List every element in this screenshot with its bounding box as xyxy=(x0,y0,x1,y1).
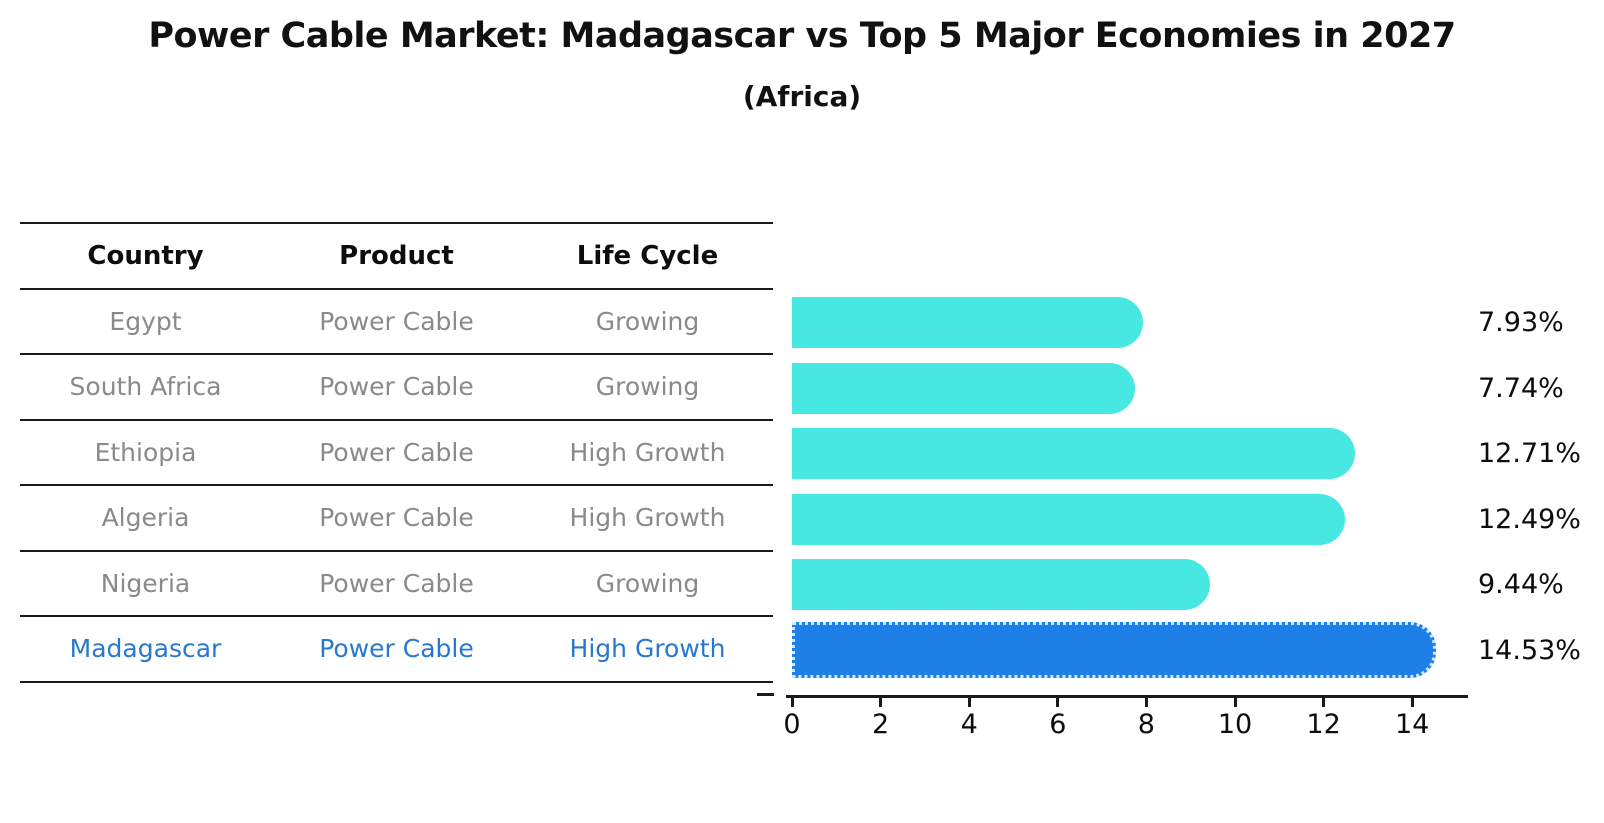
column-header-product: Product xyxy=(339,240,454,271)
chart-subtitle: (Africa) xyxy=(742,80,862,113)
table-header-row: Country Product Life Cycle xyxy=(20,224,773,290)
bar-ethiopia xyxy=(792,428,1356,480)
cell-life-cycle: Growing xyxy=(595,306,700,336)
x-axis-tick-label: 14 xyxy=(1395,709,1430,740)
table-row: Algeria Power Cable High Growth xyxy=(20,486,773,552)
bar-south-africa xyxy=(792,362,1135,414)
bar-value-label: 12.71% xyxy=(1478,438,1581,470)
x-axis-tick-label: 4 xyxy=(960,709,978,740)
bar-value-label: 9.44% xyxy=(1478,569,1564,601)
bar-madagascar-highlighted xyxy=(792,622,1436,679)
y-axis-edge-tick xyxy=(757,693,774,696)
x-axis-tick xyxy=(1410,698,1414,707)
bar-value-label: 7.93% xyxy=(1478,307,1564,339)
bar-row xyxy=(786,618,1468,684)
cell-product: Power Cable xyxy=(319,503,474,533)
x-axis-tick xyxy=(1144,698,1148,707)
column-header-country: Country xyxy=(87,240,204,271)
cell-life-cycle: Growing xyxy=(595,372,700,402)
cell-product: Power Cable xyxy=(319,568,474,598)
table-row: Nigeria Power Cable Growing xyxy=(20,552,773,617)
cell-country: Algeria xyxy=(101,503,190,533)
bar-nigeria xyxy=(792,559,1211,611)
bar-row xyxy=(786,552,1468,618)
x-axis-tick xyxy=(967,698,971,707)
bar-egypt xyxy=(792,297,1144,349)
cell-life-cycle: High Growth xyxy=(569,437,726,467)
column-header-life-cycle: Life Cycle xyxy=(576,240,719,271)
x-axis-tick-label: 12 xyxy=(1306,709,1341,740)
x-axis-tick xyxy=(879,698,883,707)
country-table: Country Product Life Cycle Egypt Power C… xyxy=(20,222,773,683)
cell-life-cycle: High Growth xyxy=(569,634,726,664)
bar-value-label: 7.74% xyxy=(1478,372,1564,404)
cell-country: Ethiopia xyxy=(94,437,197,467)
cell-country: Egypt xyxy=(109,306,182,336)
cell-product: Power Cable xyxy=(319,437,474,467)
x-axis-line xyxy=(786,695,1468,698)
cell-country: South Africa xyxy=(69,372,222,402)
bar-algeria xyxy=(792,493,1346,545)
cell-product: Power Cable xyxy=(319,372,474,402)
chart-title: Power Cable Market: Madagascar vs Top 5 … xyxy=(148,16,1456,56)
table-row: Ethiopia Power Cable High Growth xyxy=(20,421,773,486)
cell-country: Madagascar xyxy=(69,634,222,664)
bar-value-label: 12.49% xyxy=(1478,503,1581,535)
x-axis-tick xyxy=(1233,698,1237,707)
x-axis-tick-label: 6 xyxy=(1049,709,1067,740)
cell-life-cycle: High Growth xyxy=(569,503,726,533)
cell-product: Power Cable xyxy=(319,634,474,664)
bar-row xyxy=(786,421,1468,487)
bar-value-label: 14.53% xyxy=(1478,634,1581,666)
x-axis-tick xyxy=(790,698,794,707)
x-axis-tick-label: 0 xyxy=(783,709,801,740)
cell-product: Power Cable xyxy=(319,306,474,336)
cell-country: Nigeria xyxy=(100,568,191,598)
cell-life-cycle: Growing xyxy=(595,568,700,598)
table-row: Egypt Power Cable Growing xyxy=(20,290,773,355)
x-axis-tick-label: 2 xyxy=(872,709,890,740)
bar-plot-area xyxy=(786,290,1468,683)
x-axis-tick-label: 10 xyxy=(1217,709,1253,740)
bar-row xyxy=(786,290,1468,356)
bar-row xyxy=(786,356,1468,422)
x-axis-tick xyxy=(1322,698,1326,707)
table-row: South Africa Power Cable Growing xyxy=(20,355,773,421)
bar-row xyxy=(786,487,1468,553)
table-row-highlighted: Madagascar Power Cable High Growth xyxy=(20,617,773,683)
x-axis-tick xyxy=(1056,698,1060,707)
x-axis-tick-label: 8 xyxy=(1137,709,1155,740)
